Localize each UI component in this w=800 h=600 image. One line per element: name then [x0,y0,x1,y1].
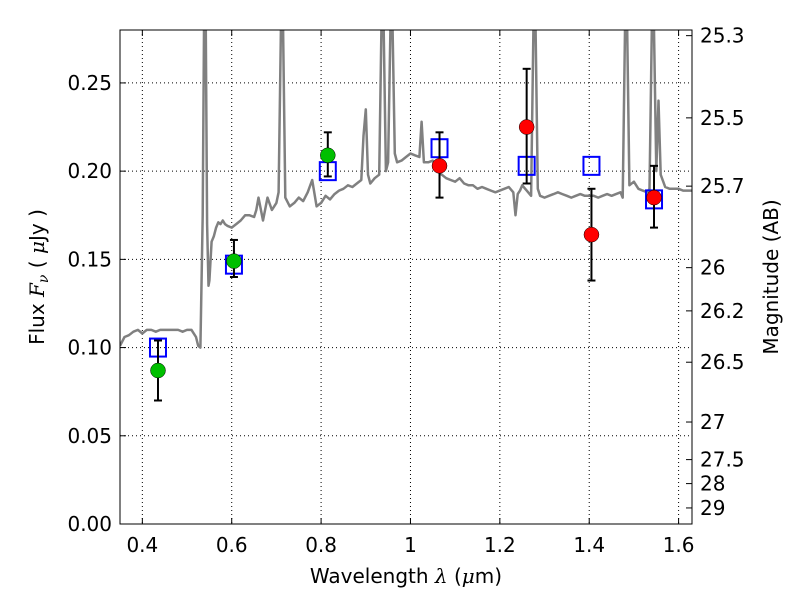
data-point-marker [320,147,336,164]
data-point-marker [431,158,448,174]
data-point-marker [583,226,600,243]
plot-frame [119,29,693,525]
markers-layer [148,67,664,402]
y2-tick-label: 26.2 [700,299,745,323]
x-tick-label: 1.4 [573,533,605,557]
y-axis-title: Flux Fν ( μJy ) [25,209,52,345]
x-axis-title: Wavelength λ (μm) [310,564,502,588]
x-tick-label: 0.6 [216,533,248,557]
x-tick-label: 0.4 [126,533,158,557]
y2-tick-label: 27 [700,410,725,434]
plot-background [120,30,692,524]
series-layer [120,30,692,349]
y-tick-label: 0.05 [67,424,112,448]
y2-tick-label: 25.3 [700,24,745,48]
spectrum-line [120,30,692,349]
y-tick-label: 0.15 [67,247,112,271]
y2-tick-label: 29 [700,496,725,520]
data-point-marker [226,253,242,269]
data-point-marker [646,189,662,206]
y-tick-label: 0.25 [67,71,112,95]
data-point-marker [150,362,166,379]
y2-axis-title: Magnitude (AB) [759,199,783,354]
y2-tick-label: 27.5 [700,448,745,472]
y-axis: 0.00 0.05 0.10 0.15 0.20 0.25 [67,71,126,536]
y2-tick-label: 25.7 [700,174,745,198]
y2-tick-label: 25.5 [700,106,745,130]
y2-tick-label: 28 [700,472,725,496]
x-tick-label: 0.8 [305,533,337,557]
y-tick-label: 0.00 [67,512,112,536]
data-point-marker [518,119,535,135]
model-square-marker [582,155,601,176]
y2-tick-label: 26.5 [700,350,745,374]
y-tick-label: 0.10 [67,336,112,360]
x-tick-label: 1.2 [484,533,516,557]
x-tick-label: 1.6 [663,533,695,557]
y2-tick-label: 26 [700,256,725,280]
x-axis: 0.4 0.6 0.8 1 1.2 1.4 1.6 [126,30,695,557]
x-tick-label: 1 [404,533,417,557]
y-tick-label: 0.20 [67,159,112,183]
